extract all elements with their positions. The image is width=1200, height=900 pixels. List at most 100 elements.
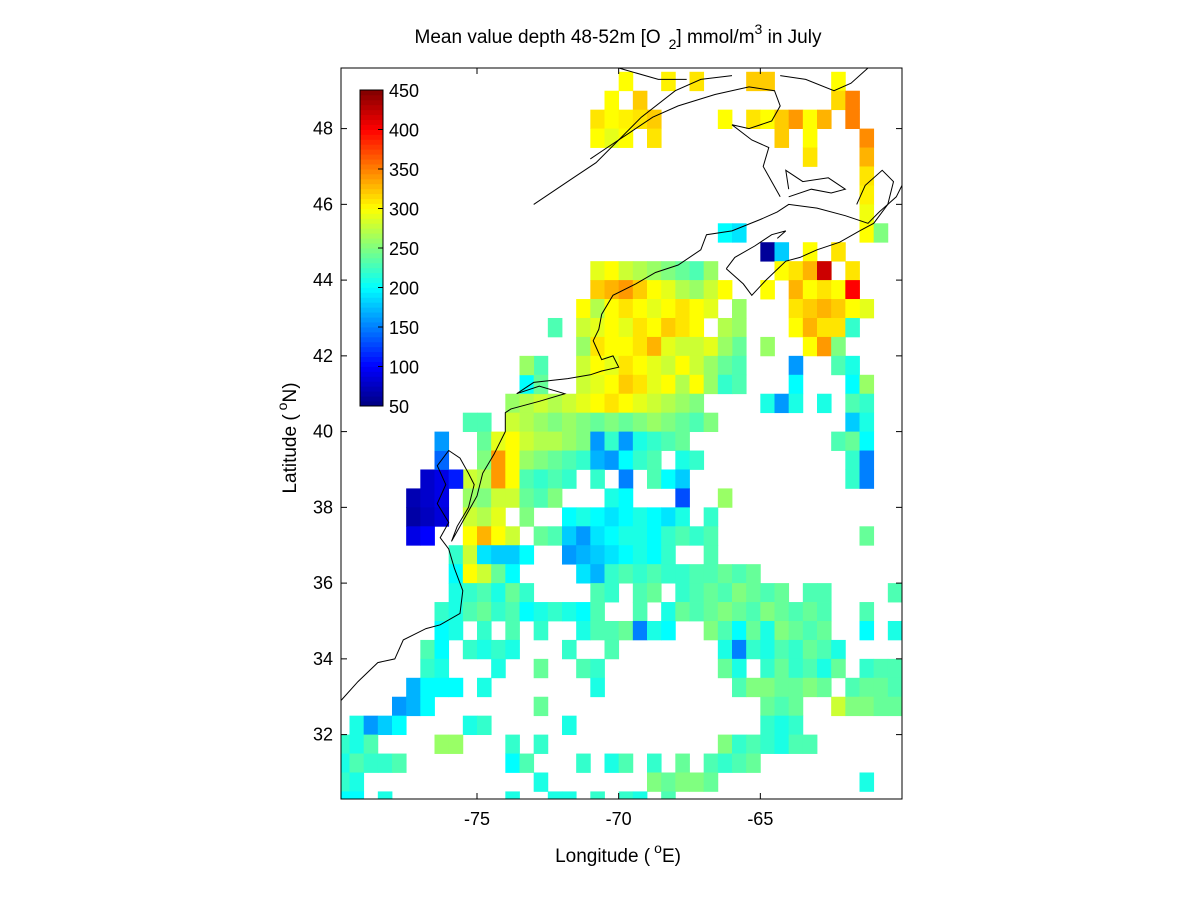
data-cell: [689, 450, 705, 470]
data-cell: [647, 450, 662, 470]
data-cell: [831, 696, 846, 717]
data-cell: [746, 71, 761, 92]
data-cell: [590, 677, 605, 698]
y-axis-ticks: 32 34 36 38 40 42 44 46 48: [313, 119, 902, 745]
colorbar-step: [360, 391, 383, 397]
data-cell: [604, 336, 620, 357]
data-cell: [576, 317, 591, 338]
data-cell: [477, 450, 492, 470]
data-cell: [760, 602, 775, 622]
data-cell: [802, 109, 818, 129]
data-cell: [760, 734, 775, 754]
data-cell: [703, 602, 719, 622]
data-cell: [760, 583, 775, 603]
data-cell: [491, 507, 506, 527]
data-cell: [547, 450, 563, 470]
data-cell: [618, 317, 634, 338]
data-cell: [448, 583, 464, 603]
data-cell: [618, 431, 634, 451]
data-cell: [377, 715, 393, 736]
data-cell: [732, 374, 747, 395]
data-cell: [618, 71, 634, 92]
data-cell: [632, 355, 648, 376]
colorbar-tick-label: 50: [389, 397, 409, 417]
data-cell: [859, 677, 875, 698]
data-cell: [760, 336, 775, 357]
colorbar-step: [360, 129, 383, 135]
data-cell: [845, 374, 860, 395]
data-cell: [505, 583, 520, 603]
data-cell: [788, 620, 804, 641]
data-cell: [519, 393, 535, 414]
data-cell: [717, 109, 733, 129]
data-cell: [341, 753, 350, 773]
colorbar-step: [360, 356, 383, 362]
data-cell: [462, 507, 478, 527]
data-cell: [675, 507, 690, 527]
data-cell: [647, 620, 662, 641]
data-cell: [859, 128, 875, 148]
data-cell: [859, 166, 875, 186]
data-cell: [817, 280, 832, 300]
data-cell: [519, 450, 535, 470]
data-cell: [519, 469, 535, 489]
data-cell: [661, 261, 676, 281]
data-cell: [604, 374, 620, 395]
data-cell: [406, 677, 421, 698]
colorbar-step: [360, 223, 383, 229]
data-cell: [746, 753, 761, 773]
data-cell: [647, 772, 662, 792]
data-cell: [703, 412, 719, 433]
colorbar-step: [360, 139, 383, 145]
data-cell: [788, 261, 804, 281]
data-cell: [689, 393, 705, 414]
data-cell: [647, 753, 662, 773]
data-cell: [590, 128, 605, 148]
data-cell: [703, 526, 719, 546]
data-cell: [576, 393, 591, 414]
data-cell: [632, 412, 648, 433]
data-cell: [618, 412, 634, 433]
colorbar-step: [360, 104, 383, 111]
colorbar-step: [360, 233, 383, 239]
colorbar-step: [360, 331, 383, 338]
data-cell: [477, 545, 492, 565]
data-cell: [746, 639, 761, 660]
data-cell: [675, 412, 690, 433]
data-cell: [505, 620, 520, 641]
data-cell: [618, 109, 634, 129]
data-cell: [859, 772, 875, 792]
data-cell: [590, 317, 605, 338]
data-cell: [689, 317, 705, 338]
data-cell: [845, 696, 860, 717]
data-cell: [887, 583, 903, 603]
data-cell: [661, 772, 676, 792]
data-cell: [732, 677, 747, 698]
data-cell: [618, 791, 634, 800]
colorbar-step: [360, 149, 383, 155]
data-cell: [859, 412, 875, 433]
data-cell: [845, 355, 860, 376]
colorbar-step: [360, 203, 383, 209]
data-cell: [802, 677, 818, 698]
data-cell: [477, 639, 492, 660]
data-cell: [760, 715, 775, 736]
colorbar-step: [360, 302, 383, 308]
data-cell: [647, 412, 662, 433]
data-cell: [802, 602, 818, 622]
data-cell: [434, 734, 450, 754]
data-cell: [562, 393, 577, 414]
data-cell: [873, 223, 889, 243]
data-cell: [477, 564, 492, 584]
data-cell: [618, 393, 634, 414]
data-cell: [604, 355, 620, 376]
data-cell: [519, 583, 535, 603]
data-cell: [632, 620, 648, 641]
y-tick-label: 48: [313, 119, 333, 139]
data-cell: [392, 753, 407, 773]
colorbar-step: [360, 257, 383, 264]
data-cell: [817, 658, 832, 679]
data-cell: [491, 526, 506, 546]
data-cell: [533, 355, 549, 376]
data-cell: [675, 564, 690, 584]
